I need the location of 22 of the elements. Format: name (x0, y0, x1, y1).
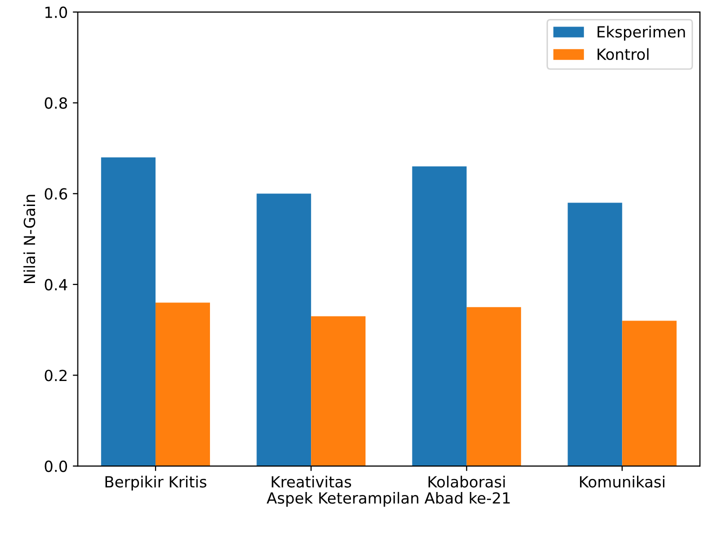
bar (256, 194, 312, 466)
y-tick-label: 0.6 (44, 188, 68, 200)
x-tick-label: Komunikasi (580, 476, 664, 488)
x-axis-title: Aspek Keterampilan Abad ke-21 (266, 492, 510, 507)
bar (466, 307, 522, 466)
y-tick-label: 0.4 (44, 278, 68, 290)
legend-label: Eksperimen (598, 26, 685, 41)
bar (412, 166, 467, 466)
y-tick-label: 0.8 (44, 97, 68, 109)
x-tick-label: Kreativitas (272, 476, 352, 488)
bar (622, 320, 677, 466)
x-tick-label: Berpikir Kritis (106, 476, 206, 491)
y-tick-label: 0.0 (44, 460, 68, 472)
bar (568, 202, 622, 466)
bar (311, 316, 366, 466)
y-tick-label: 0.2 (44, 370, 67, 382)
legend-label: Kontrol (598, 48, 649, 60)
bar (156, 302, 210, 466)
y-tick-label: 1.0 (45, 6, 68, 18)
x-tick-label: Kolaborasi (428, 476, 505, 488)
bar (101, 157, 156, 466)
y-axis-title: Nilai N-Gain (23, 194, 36, 284)
